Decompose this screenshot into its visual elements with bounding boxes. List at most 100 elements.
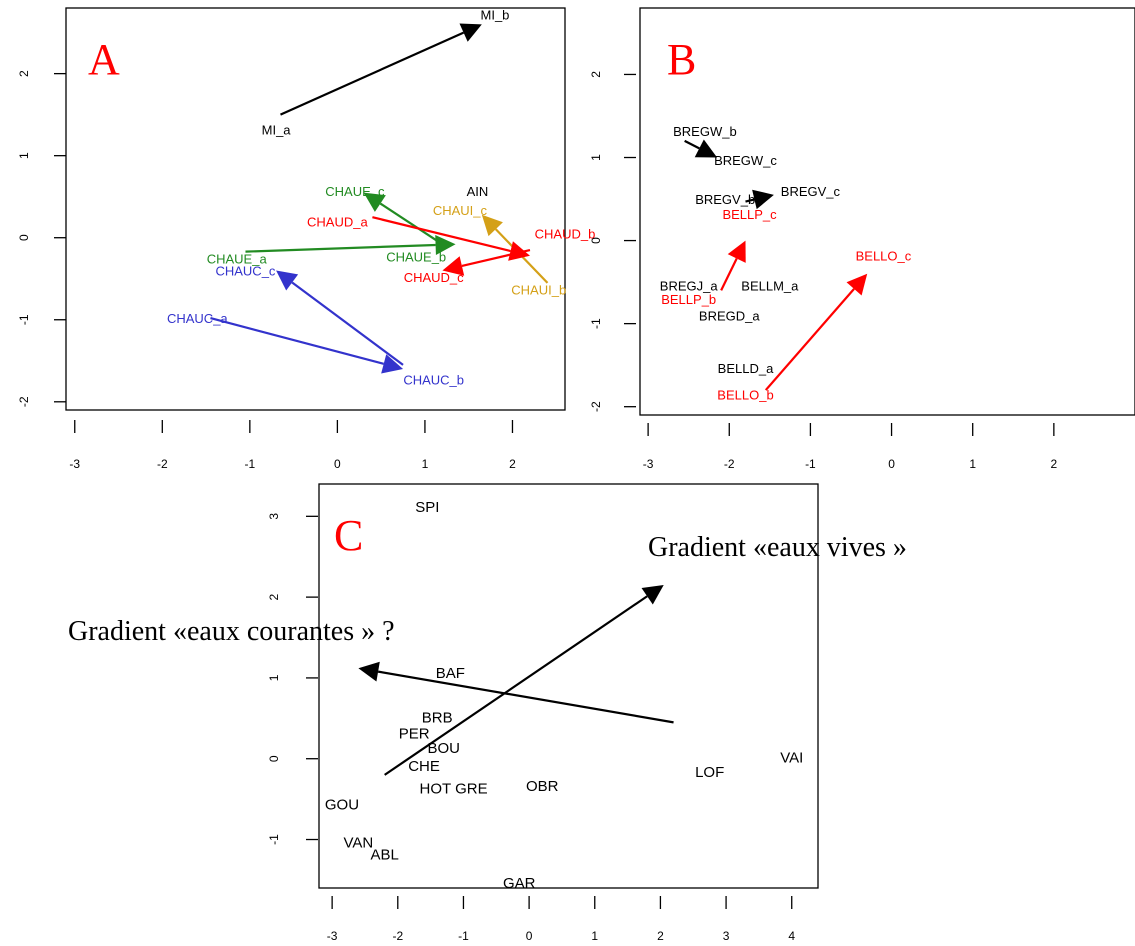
arrow-head (442, 256, 465, 276)
x-tick-label: 0 (526, 929, 533, 943)
y-tick-label: 0 (17, 234, 31, 241)
x-tick-label: 2 (509, 457, 516, 471)
point-label: CHE (408, 758, 440, 775)
arrow-shaft (280, 31, 465, 116)
x-tick-label: 4 (788, 929, 795, 943)
arrow-head (381, 354, 404, 374)
gradient-annotation: Gradient «eaux vives » (648, 532, 907, 563)
arrow-head (276, 270, 299, 291)
point-label: OBR (526, 778, 559, 795)
y-tick-label: 1 (267, 674, 281, 681)
point-label: HOT GRE (420, 780, 488, 797)
point-label: BELLM_a (741, 279, 799, 294)
x-tick-label: 1 (969, 457, 976, 471)
panel-a: -3 -2 -1 0 1 2 -2 -1 0 1 2 A MI_a MI_b AIN CHAUE_c CHAUI… (17, 7, 595, 471)
point-label: BELLO_c (856, 249, 912, 264)
arrow-shaft (384, 595, 648, 776)
y-tick-label: 2 (17, 70, 31, 77)
y-tick-label: -1 (17, 314, 31, 325)
point-label: BREGW_c (714, 153, 777, 168)
point-label: CHAUC_c (215, 264, 275, 279)
point-label: SPI (415, 499, 439, 516)
point-label: AIN (467, 184, 489, 199)
arrow-head (752, 189, 774, 210)
point-label: CHAUE_c (325, 184, 385, 199)
plot-frame (639, 7, 1135, 416)
x-tick-label: 1 (591, 929, 598, 943)
arrow-head (508, 241, 530, 261)
point-label: CHAUI_c (433, 203, 488, 218)
arrow-head (481, 214, 503, 237)
x-tick-label: -1 (245, 457, 256, 471)
point-label: CHAUC_b (403, 373, 464, 388)
x-tick-label: 1 (422, 457, 429, 471)
point-label: BRB (422, 709, 453, 726)
point-label: GAR (503, 875, 536, 892)
x-tick-label: 0 (334, 457, 341, 471)
arrow-head (694, 139, 718, 158)
point-label: BREGJ_a (660, 279, 719, 294)
point-label: GOU (325, 797, 359, 814)
arrow-shaft (720, 258, 738, 291)
arrow-shaft (461, 248, 531, 268)
point-label: BELLP_c (722, 207, 777, 222)
arrow-head (363, 192, 386, 212)
x-tick-label: 2 (1051, 457, 1058, 471)
point-label: BREGD_a (699, 308, 760, 323)
arrow-shaft (245, 243, 436, 253)
point-label: CHAUE_a (207, 251, 268, 266)
x-tick-label: -2 (724, 457, 735, 471)
x-tick-label: 2 (657, 929, 664, 943)
panel-b: -3 -2 -1 0 1 2 -2 -1 0 1 2 B BREGW_b BREGW_c BREGV_c BR… (589, 7, 1135, 471)
point-label: MI_b (481, 8, 510, 23)
y-tick-label: 1 (17, 152, 31, 159)
x-tick-label: 3 (723, 929, 730, 943)
point-label: MI_a (262, 122, 292, 137)
y-tick-label: 0 (589, 237, 603, 244)
panel-letter: B (667, 35, 696, 84)
x-tick-label: -1 (805, 457, 816, 471)
y-tick-label: 3 (267, 513, 281, 520)
point-label: VAN (344, 835, 374, 852)
point-label: PER (399, 725, 430, 742)
arrow-head (641, 585, 664, 605)
point-label: BREGW_b (673, 124, 737, 139)
y-tick-label: -2 (17, 396, 31, 407)
y-tick-label: 2 (267, 593, 281, 600)
gradient-annotation: Gradient «eaux courantes » ? (68, 616, 395, 647)
plot-frame (318, 483, 819, 889)
arrow-shaft (764, 288, 855, 391)
arrow-head (846, 273, 868, 296)
x-tick-label: -1 (458, 929, 469, 943)
y-tick-label: 1 (589, 154, 603, 161)
y-tick-label: 2 (589, 71, 603, 78)
plot-frame (65, 7, 566, 411)
point-label: CHAUD_c (404, 270, 464, 285)
point-label: BAF (436, 665, 465, 682)
panel-letter: C (334, 511, 363, 560)
panel-letter: A (88, 35, 120, 84)
point-label: BELLO_b (717, 387, 773, 402)
point-label: VAI (780, 750, 803, 767)
y-tick-label: -1 (267, 834, 281, 845)
arrow-head (358, 661, 380, 682)
point-label: ABL (370, 847, 398, 864)
x-tick-label: -2 (392, 929, 403, 943)
arrow-head (727, 240, 746, 263)
arrow-shaft (745, 198, 755, 203)
x-tick-label: -3 (643, 457, 654, 471)
point-label: CHAUI_b (511, 282, 566, 297)
arrow-shaft (377, 670, 674, 724)
point-label: CHAUD_a (307, 214, 368, 229)
point-label: BOU (427, 740, 460, 757)
x-tick-label: -3 (69, 457, 80, 471)
point-label: BELLP_b (661, 292, 716, 307)
arrow-shaft (684, 139, 700, 150)
point-label: CHAUC_a (167, 311, 228, 326)
x-tick-label: -2 (157, 457, 168, 471)
arrow-head (459, 23, 482, 42)
y-tick-label: -2 (589, 401, 603, 412)
arrow-shaft (210, 317, 384, 365)
